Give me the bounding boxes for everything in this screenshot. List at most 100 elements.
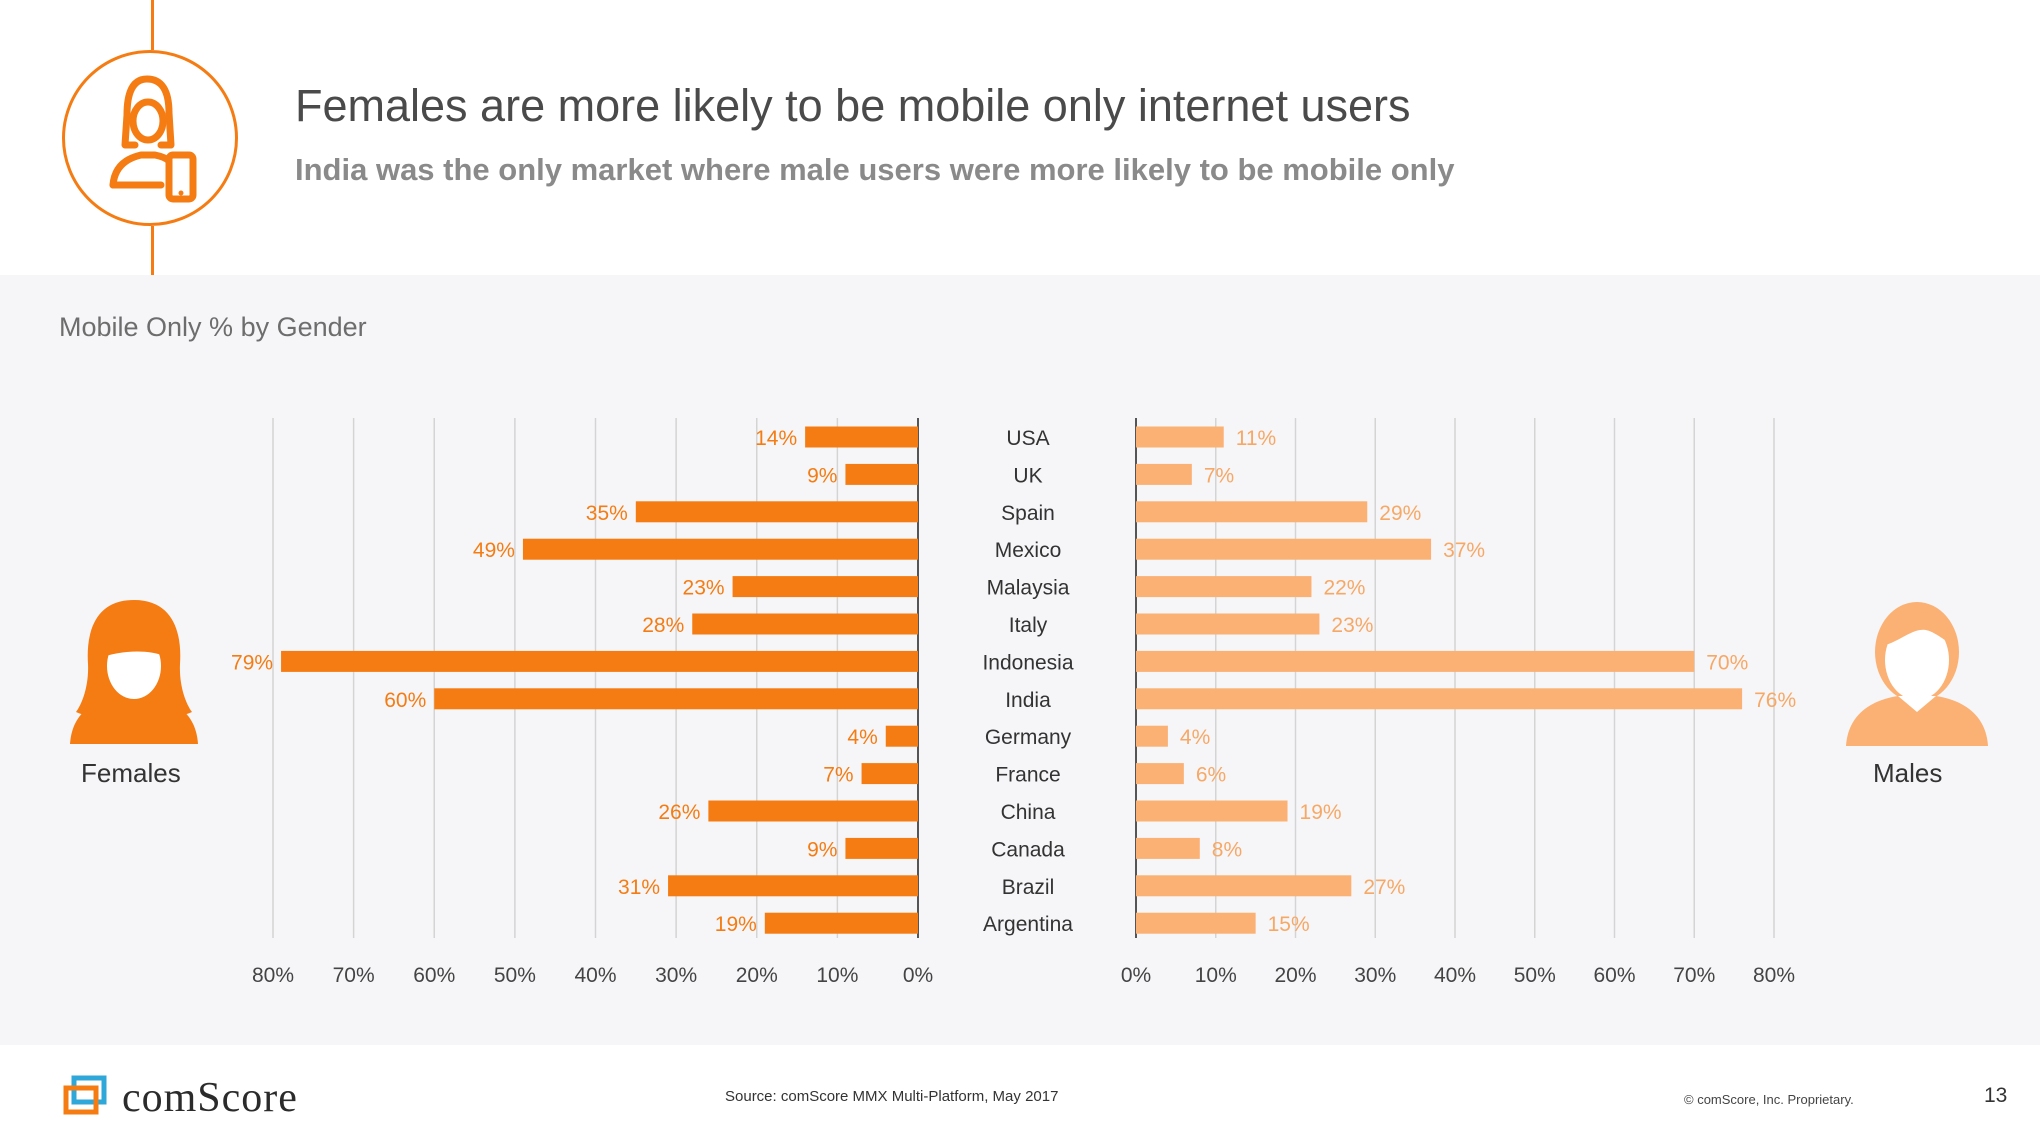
female-bar-germany — [885, 725, 918, 747]
female-bar-brazil — [668, 875, 918, 897]
page-number: 13 — [1984, 1084, 2008, 1107]
female-bar-canada — [845, 837, 918, 859]
male-bar-uk — [1136, 463, 1192, 485]
category-label-india: India — [1005, 689, 1051, 712]
male-avatar-icon — [1846, 602, 1988, 746]
male-value-label-malaysia: 22% — [1323, 577, 1365, 600]
female-bar-indonesia — [281, 650, 918, 672]
female-bar-argentina — [764, 912, 918, 934]
male-bar-france — [1136, 763, 1184, 785]
male-bar-argentina — [1136, 912, 1256, 934]
male-bar-malaysia — [1136, 576, 1312, 598]
female-value-label-uk: 9% — [807, 464, 837, 487]
copyright-note: © comScore, Inc. Proprietary. — [1684, 1092, 1854, 1107]
category-label-uk: UK — [1013, 464, 1042, 487]
category-label-argentina: Argentina — [983, 913, 1073, 936]
comscore-logo-text: comScore — [122, 1075, 298, 1121]
females-label: Females — [81, 758, 181, 788]
male-value-label-brazil: 27% — [1363, 876, 1405, 899]
male-axis-tick-10: 10% — [1195, 964, 1237, 987]
male-value-label-usa: 11% — [1236, 427, 1276, 450]
male-value-label-argentina: 15% — [1268, 913, 1310, 936]
source-note: Source: comScore MMX Multi-Platform, May… — [725, 1088, 1059, 1105]
male-bar-india — [1136, 688, 1743, 710]
category-label-indonesia: Indonesia — [982, 651, 1073, 674]
male-bar-italy — [1136, 613, 1320, 635]
male-axis-tick-70: 70% — [1673, 964, 1715, 987]
female-bar-mexico — [522, 538, 918, 560]
page-subtitle: India was the only market where male use… — [295, 152, 1455, 187]
male-axis-tick-30: 30% — [1354, 964, 1396, 987]
male-axis-tick-40: 40% — [1434, 964, 1476, 987]
female-bar-france — [861, 763, 918, 785]
males-label: Males — [1873, 758, 1943, 788]
page-title: Females are more likely to be mobile onl… — [295, 80, 1411, 131]
male-bar-germany — [1136, 725, 1168, 747]
category-label-china: China — [1001, 801, 1056, 824]
female-value-label-indonesia: 79% — [231, 651, 273, 674]
male-axis-tick-60: 60% — [1593, 964, 1635, 987]
comscore-logo-icon — [63, 1075, 107, 1115]
header-accent-line-bottom — [151, 226, 154, 275]
category-label-france: France — [995, 764, 1060, 787]
female-value-label-argentina: 19% — [715, 913, 757, 936]
male-bar-indonesia — [1136, 650, 1695, 672]
female-axis-tick-10: 10% — [816, 964, 858, 987]
male-bar-china — [1136, 800, 1288, 822]
comscore-logo: comScore — [62, 1074, 362, 1121]
female-bar-italy — [692, 613, 918, 635]
female-avatar-icon — [70, 600, 198, 744]
male-value-label-canada: 8% — [1212, 838, 1242, 861]
female-mobile-icon — [62, 50, 238, 226]
category-label-canada: Canada — [991, 838, 1065, 861]
female-axis-tick-0: 0% — [903, 964, 933, 987]
female-bar-uk — [845, 463, 918, 485]
chart-section-label: Mobile Only % by Gender — [59, 312, 367, 342]
female-bar-china — [708, 800, 918, 822]
female-value-label-germany: 4% — [847, 726, 877, 749]
female-value-label-malaysia: 23% — [683, 577, 725, 600]
female-axis-tick-50: 50% — [494, 964, 536, 987]
male-axis-tick-0: 0% — [1121, 964, 1151, 987]
header-accent-line-top — [151, 0, 154, 50]
male-value-label-france: 6% — [1196, 764, 1226, 787]
male-bar-mexico — [1136, 538, 1432, 560]
male-value-label-china: 19% — [1300, 801, 1342, 824]
female-axis-tick-30: 30% — [655, 964, 697, 987]
category-label-spain: Spain — [1001, 502, 1055, 525]
male-value-label-mexico: 37% — [1443, 539, 1485, 562]
female-value-label-mexico: 49% — [473, 539, 515, 562]
male-bar-brazil — [1136, 875, 1352, 897]
male-value-label-india: 76% — [1754, 689, 1796, 712]
female-bar-malaysia — [732, 576, 918, 598]
female-value-label-france: 7% — [823, 764, 853, 787]
male-bar-canada — [1136, 837, 1200, 859]
female-axis-tick-20: 20% — [736, 964, 778, 987]
male-bar-spain — [1136, 501, 1368, 523]
female-axis-tick-40: 40% — [574, 964, 616, 987]
female-bar-usa — [805, 426, 918, 448]
category-label-malaysia: Malaysia — [987, 577, 1070, 600]
category-label-brazil: Brazil — [1002, 876, 1055, 899]
male-bar-usa — [1136, 426, 1224, 448]
female-axis-tick-60: 60% — [413, 964, 455, 987]
female-value-label-china: 26% — [658, 801, 700, 824]
female-value-label-brazil: 31% — [618, 876, 660, 899]
male-value-label-spain: 29% — [1379, 502, 1421, 525]
category-label-germany: Germany — [985, 726, 1072, 749]
male-axis-tick-80: 80% — [1753, 964, 1795, 987]
category-label-usa: USA — [1006, 427, 1049, 450]
female-value-label-canada: 9% — [807, 838, 837, 861]
female-bar-spain — [635, 501, 918, 523]
female-bar-india — [434, 688, 918, 710]
male-value-label-italy: 23% — [1331, 614, 1373, 637]
female-axis-tick-70: 70% — [333, 964, 375, 987]
male-axis-tick-20: 20% — [1274, 964, 1316, 987]
male-axis-tick-50: 50% — [1514, 964, 1556, 987]
category-label-mexico: Mexico — [995, 539, 1062, 562]
male-value-label-indonesia: 70% — [1706, 651, 1748, 674]
female-value-label-italy: 28% — [642, 614, 684, 637]
female-axis-tick-80: 80% — [252, 964, 294, 987]
category-label-italy: Italy — [1009, 614, 1048, 637]
